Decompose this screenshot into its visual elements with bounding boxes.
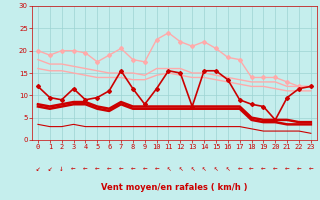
Text: ←: ← bbox=[154, 164, 159, 173]
Text: ↖: ↖ bbox=[178, 164, 183, 173]
Text: ↓: ↓ bbox=[59, 164, 64, 173]
Text: ←: ← bbox=[249, 164, 254, 173]
Text: ↖: ↖ bbox=[226, 164, 230, 173]
Text: ↖: ↖ bbox=[214, 164, 218, 173]
Text: ←: ← bbox=[95, 164, 100, 173]
Text: ↖: ↖ bbox=[202, 164, 206, 173]
Text: ↙: ↙ bbox=[47, 164, 52, 173]
Text: ←: ← bbox=[83, 164, 88, 173]
Text: ←: ← bbox=[119, 164, 123, 173]
Text: ↖: ↖ bbox=[190, 164, 195, 173]
Text: ←: ← bbox=[142, 164, 147, 173]
Text: ←: ← bbox=[297, 164, 301, 173]
Text: ←: ← bbox=[261, 164, 266, 173]
Text: ↙: ↙ bbox=[36, 164, 40, 173]
Text: ←: ← bbox=[107, 164, 111, 173]
Text: ←: ← bbox=[308, 164, 313, 173]
Text: ←: ← bbox=[273, 164, 277, 173]
Text: ←: ← bbox=[237, 164, 242, 173]
Text: ←: ← bbox=[285, 164, 290, 173]
Text: ↖: ↖ bbox=[166, 164, 171, 173]
Text: Vent moyen/en rafales ( km/h ): Vent moyen/en rafales ( km/h ) bbox=[101, 183, 248, 192]
Text: ←: ← bbox=[71, 164, 76, 173]
Text: ←: ← bbox=[131, 164, 135, 173]
